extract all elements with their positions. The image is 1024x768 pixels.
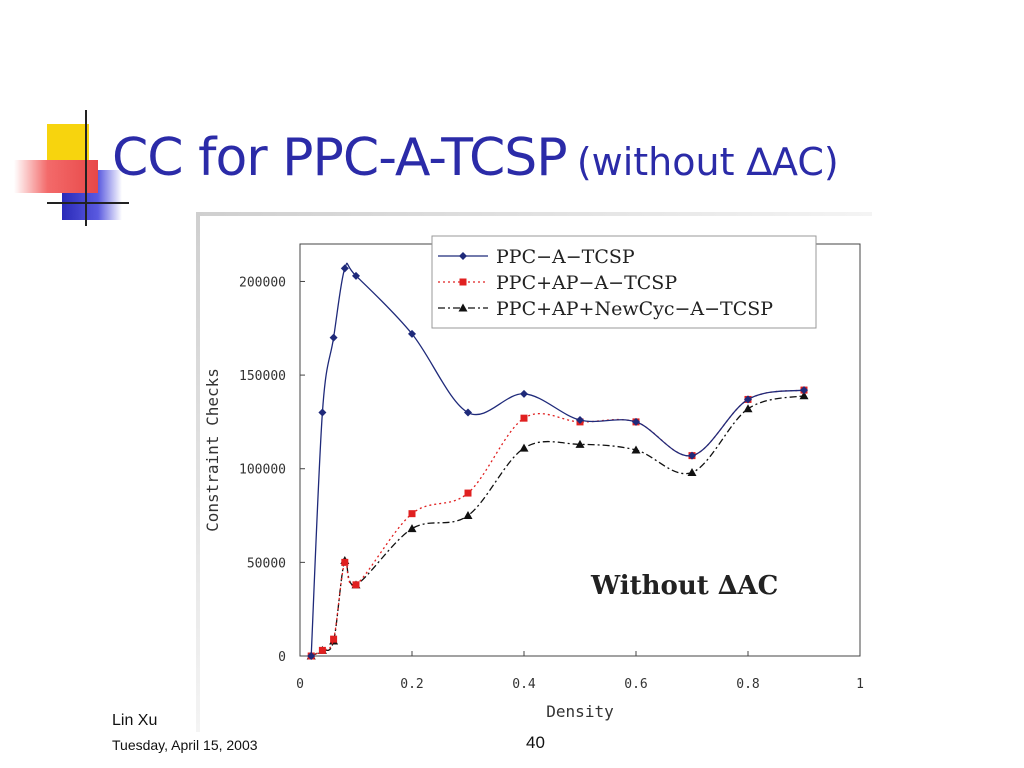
data-point-0 [307, 652, 316, 660]
slide-title: CC for PPC-A-TCSP (without ∆AC) [112, 128, 839, 188]
data-point-2 [631, 445, 641, 454]
x-tick-label: 1 [856, 677, 864, 692]
series-0 [307, 262, 808, 660]
x-tick-label: 0.4 [512, 677, 536, 692]
data-point-0 [688, 451, 696, 460]
data-point-0 [576, 416, 584, 425]
data-point-1 [408, 510, 416, 518]
x-tick-label: 0 [296, 677, 304, 692]
data-point-0 [340, 264, 349, 273]
y-tick-label: 0 [278, 650, 286, 665]
legend-box [431, 235, 817, 329]
page-number: 40 [526, 733, 545, 752]
x-axis-title: Density [546, 702, 614, 721]
y-axis-title: Constraint Checks [203, 368, 222, 532]
data-point-0 [329, 333, 338, 342]
series-line-2 [310, 395, 805, 657]
chart-frame-left [196, 212, 200, 732]
data-point-1 [330, 635, 338, 643]
data-point-2 [407, 524, 417, 533]
data-point-1 [464, 489, 472, 497]
legend-marker-1 [459, 278, 467, 286]
legend-label-0: PPC−A−TCSP [496, 246, 635, 268]
data-point-1 [341, 558, 349, 566]
legend-label-1: PPC+AP−A−TCSP [496, 272, 677, 294]
line-chart: 0 50000 100000 150000 200000 0 0.2 0.4 0.6 0.8 1 P… [196, 212, 872, 732]
series-line-1 [310, 389, 805, 657]
data-point-2 [519, 443, 529, 452]
data-point-0 [318, 408, 327, 417]
data-point-0 [632, 417, 640, 426]
slide-title-sub: (without ∆AC) [576, 140, 839, 184]
chart-annotation: Without ∆AC [590, 571, 778, 601]
deco-vertical-line [85, 110, 87, 226]
y-tick-label: 150000 [239, 369, 286, 384]
footer-date: Tuesday, April 15, 2003 [112, 737, 258, 753]
chart-frame-top [196, 212, 872, 216]
data-point-2 [743, 404, 753, 413]
legend-marker-0 [459, 252, 467, 260]
data-point-1 [352, 581, 360, 589]
legend-label-2: PPC+AP+NewCyc−A−TCSP [496, 298, 773, 320]
x-tick-label: 0.2 [400, 677, 423, 692]
data-point-0 [464, 408, 472, 417]
chart-image: 0 50000 100000 150000 200000 0 0.2 0.4 0.6 0.8 1 P… [196, 212, 872, 732]
data-point-0 [520, 389, 528, 398]
y-tick-label: 50000 [247, 556, 286, 571]
deco-horizontal-line [47, 202, 129, 204]
data-point-0 [800, 386, 808, 395]
series-1 [307, 386, 808, 660]
y-tick-label: 100000 [239, 463, 286, 478]
data-point-0 [744, 395, 752, 404]
series-2 [306, 391, 809, 660]
slide-title-main: CC for PPC-A-TCSP [112, 128, 568, 188]
data-point-1 [318, 646, 326, 654]
data-point-2 [575, 439, 585, 448]
legend-marker-2 [458, 303, 468, 312]
data-point-0 [352, 271, 360, 280]
data-point-2 [799, 391, 809, 400]
data-point-2 [463, 511, 473, 520]
y-tick-label: 200000 [239, 275, 286, 290]
data-point-2 [687, 467, 697, 476]
deco-red-bar [14, 160, 98, 193]
x-tick-label: 0.6 [624, 677, 647, 692]
x-tick-label: 0.8 [736, 677, 759, 692]
data-point-1 [520, 414, 528, 422]
data-point-0 [408, 329, 416, 338]
footer-author: Lin Xu [112, 712, 158, 729]
